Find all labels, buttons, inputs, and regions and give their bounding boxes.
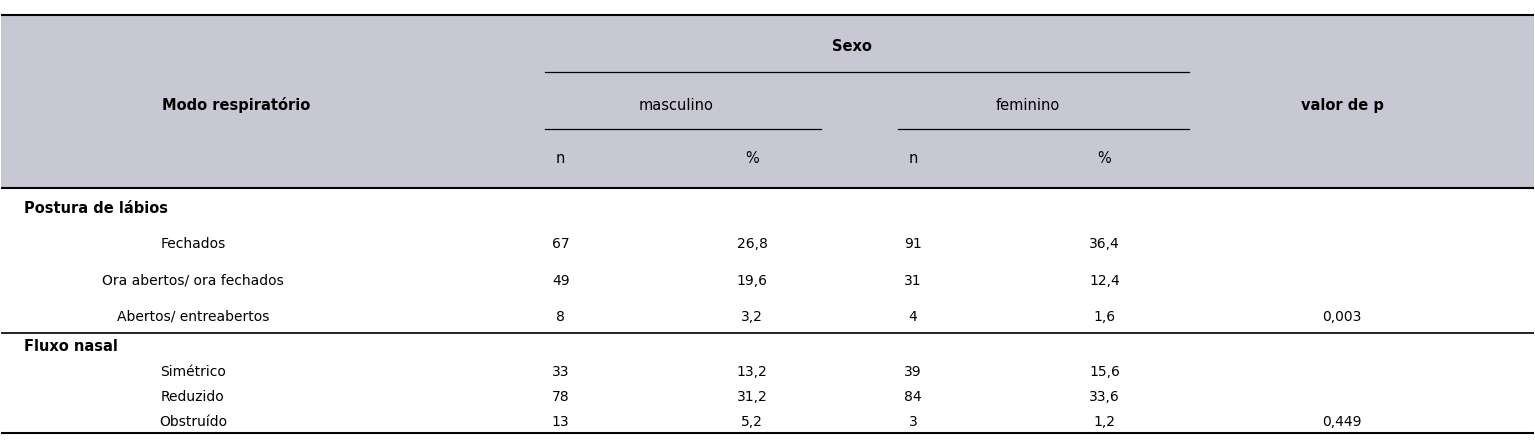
Text: 78: 78 <box>553 390 569 404</box>
Text: 13,2: 13,2 <box>737 365 768 379</box>
Text: 3: 3 <box>909 415 918 429</box>
Bar <box>2 15 1533 188</box>
Text: Ora abertos/ ora fechados: Ora abertos/ ora fechados <box>101 274 284 288</box>
Text: Postura de lábios: Postura de lábios <box>25 201 169 216</box>
Text: Fluxo nasal: Fluxo nasal <box>25 339 118 354</box>
Text: Reduzido: Reduzido <box>161 390 224 404</box>
Text: 8: 8 <box>556 310 565 324</box>
Text: 15,6: 15,6 <box>1090 365 1121 379</box>
Text: Modo respiratório: Modo respiratório <box>163 97 310 113</box>
Text: 12,4: 12,4 <box>1090 274 1121 288</box>
Text: %: % <box>746 151 758 166</box>
Text: 33: 33 <box>553 365 569 379</box>
Text: 31: 31 <box>904 274 923 288</box>
Text: 19,6: 19,6 <box>737 274 768 288</box>
Text: 84: 84 <box>904 390 923 404</box>
Text: valor de p: valor de p <box>1300 98 1383 112</box>
Text: 39: 39 <box>904 365 923 379</box>
Text: n: n <box>909 151 918 166</box>
Text: masculino: masculino <box>639 98 712 112</box>
Text: 67: 67 <box>553 237 569 251</box>
Text: 0,449: 0,449 <box>1322 415 1362 429</box>
Text: Simétrico: Simétrico <box>160 365 226 379</box>
Text: %: % <box>1098 151 1111 166</box>
Text: 5,2: 5,2 <box>741 415 763 429</box>
Text: 26,8: 26,8 <box>737 237 768 251</box>
Text: Sexo: Sexo <box>832 39 872 53</box>
Text: 3,2: 3,2 <box>741 310 763 324</box>
Text: Abertos/ entreabertos: Abertos/ entreabertos <box>117 310 269 324</box>
Text: 1,2: 1,2 <box>1093 415 1116 429</box>
Text: Fechados: Fechados <box>160 237 226 251</box>
Text: 49: 49 <box>553 274 569 288</box>
Text: 13: 13 <box>553 415 569 429</box>
Text: 31,2: 31,2 <box>737 390 768 404</box>
Text: 1,6: 1,6 <box>1093 310 1116 324</box>
Text: 33,6: 33,6 <box>1090 390 1121 404</box>
Text: 4: 4 <box>909 310 918 324</box>
Text: 36,4: 36,4 <box>1090 237 1121 251</box>
Text: 91: 91 <box>904 237 923 251</box>
Text: 0,003: 0,003 <box>1322 310 1362 324</box>
Text: n: n <box>556 151 565 166</box>
Text: feminino: feminino <box>996 98 1061 112</box>
Text: Obstruído: Obstruído <box>158 415 227 429</box>
